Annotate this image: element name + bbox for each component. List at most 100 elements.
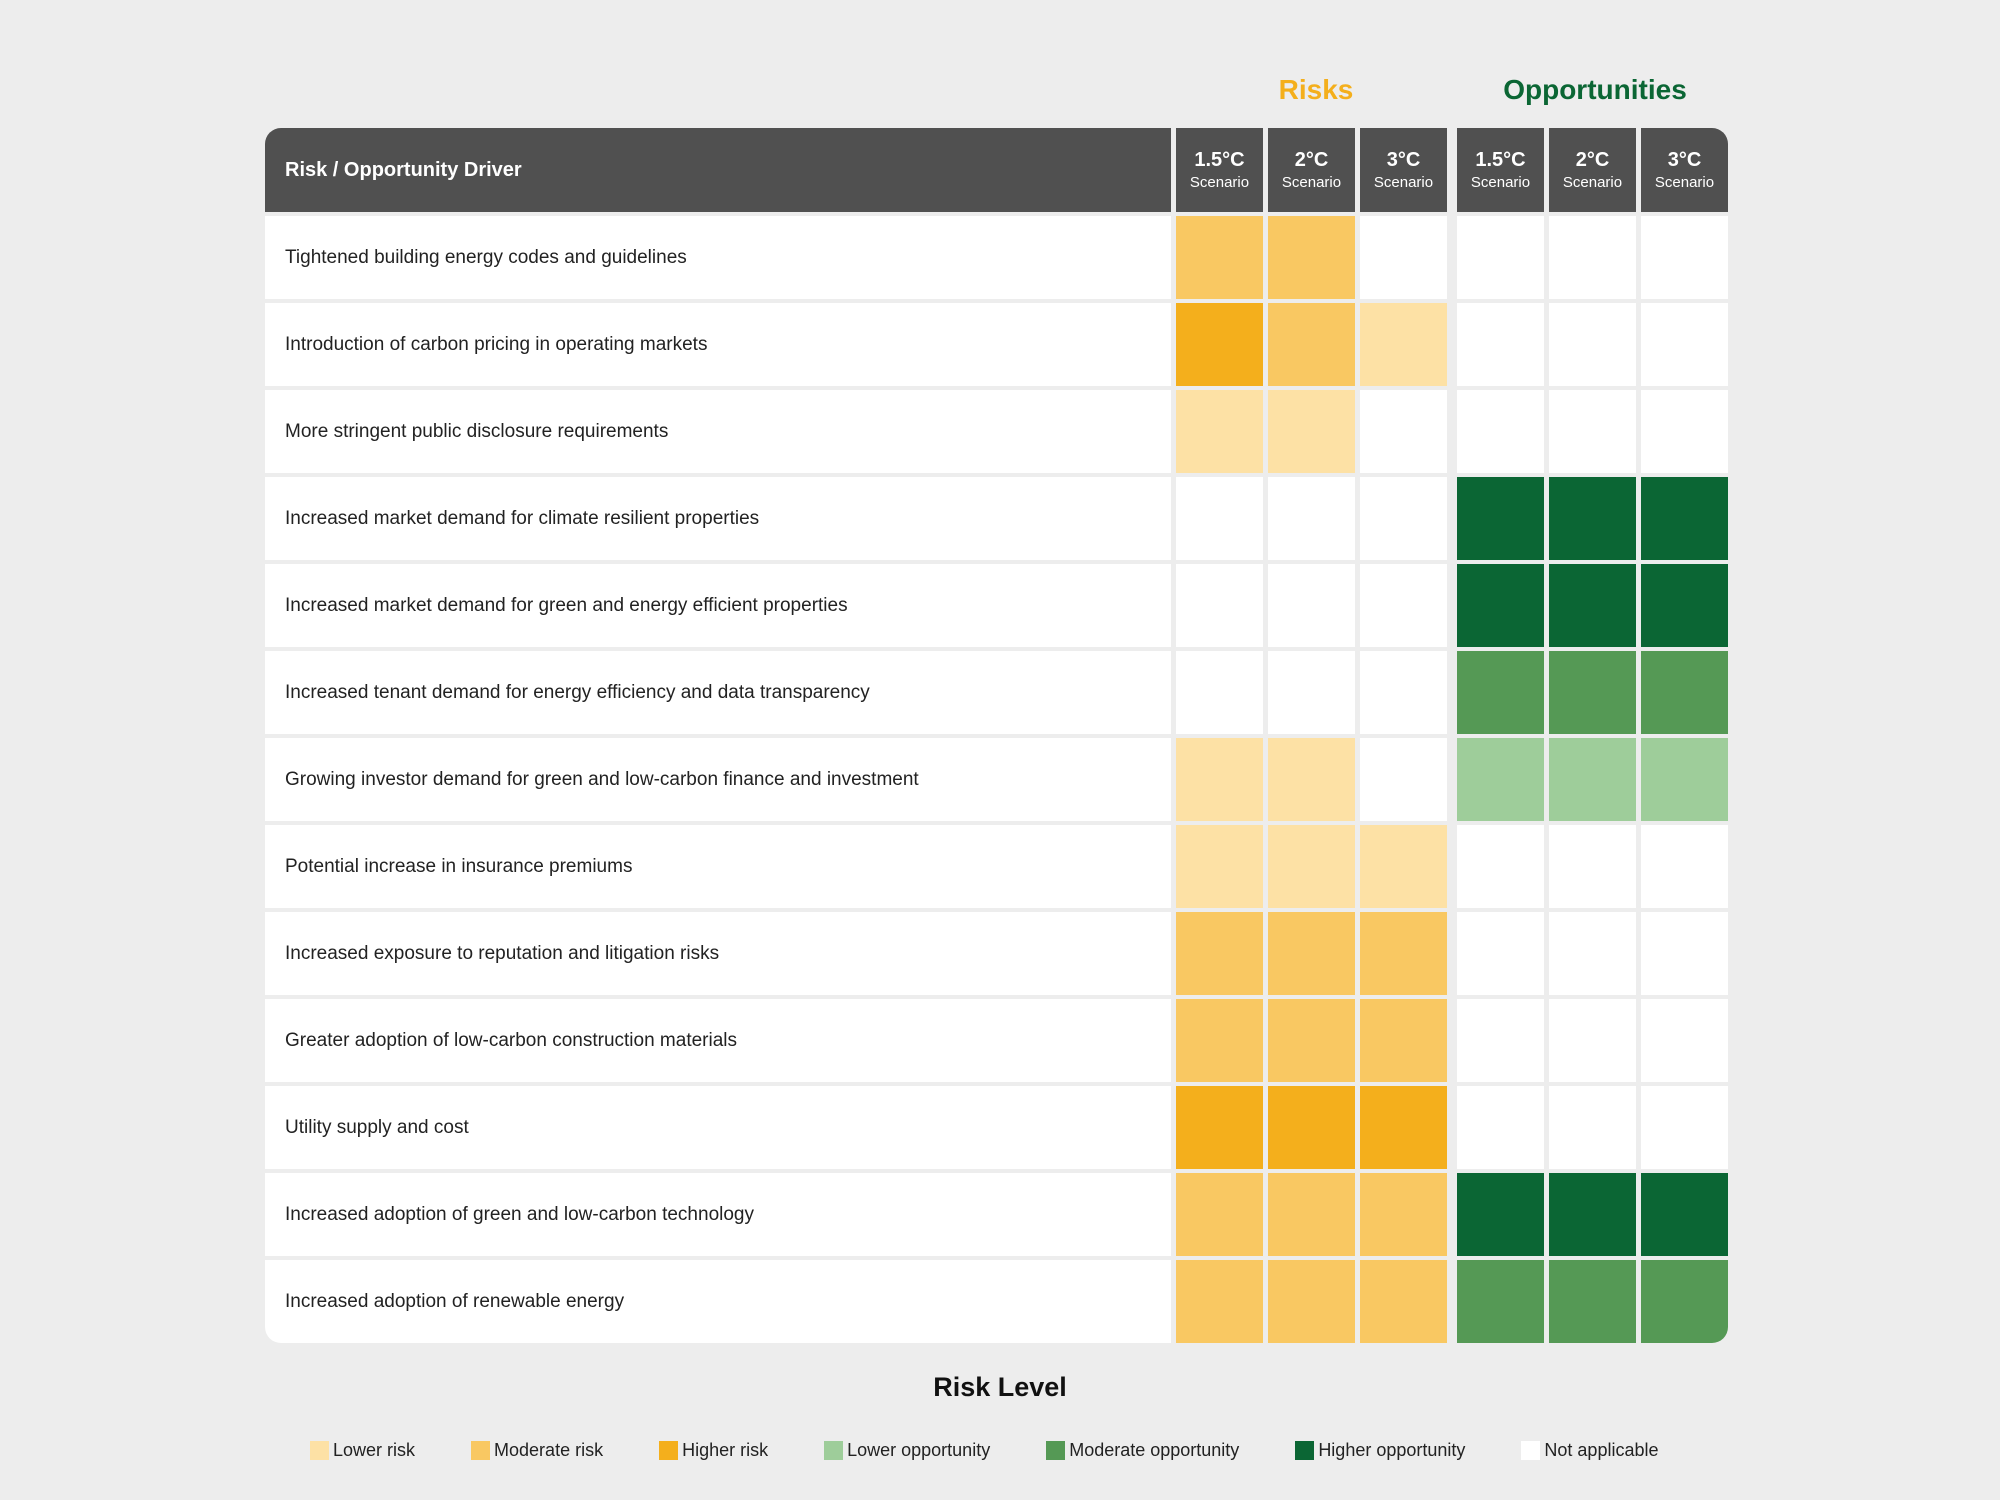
table-row: Increased market demand for climate resi… bbox=[265, 477, 1730, 560]
opportunity-level-cell bbox=[1549, 303, 1636, 386]
legend-swatch bbox=[471, 1441, 491, 1460]
risk-level-cell bbox=[1176, 1260, 1263, 1343]
opportunity-level-cell bbox=[1549, 216, 1636, 299]
opportunity-level-cell bbox=[1457, 564, 1544, 647]
opportunity-level-cell bbox=[1549, 390, 1636, 473]
risk-level-cell bbox=[1360, 738, 1447, 821]
table-row: Increased tenant demand for energy effic… bbox=[265, 651, 1730, 734]
table-header: Risk / Opportunity Driver 1.5°C Scenario 2… bbox=[265, 128, 1730, 212]
opportunity-level-cell bbox=[1549, 825, 1636, 908]
opportunity-level-cell bbox=[1457, 303, 1544, 386]
opportunity-level-cell bbox=[1641, 912, 1728, 995]
legend-label: Lower risk bbox=[333, 1440, 416, 1460]
risk-level-cell bbox=[1360, 216, 1447, 299]
table-row: Increased exposure to reputation and lit… bbox=[265, 912, 1730, 995]
opportunity-level-cell bbox=[1549, 564, 1636, 647]
scenario-temperature: 1.5°C bbox=[1475, 149, 1526, 171]
opportunity-level-cell bbox=[1641, 1086, 1728, 1169]
table-row: Greater adoption of low-carbon construct… bbox=[265, 999, 1730, 1082]
scenario-column-header: 1.5°C Scenario bbox=[1457, 128, 1544, 212]
risk-level-cell bbox=[1176, 564, 1263, 647]
opportunity-level-cell bbox=[1641, 390, 1728, 473]
opportunity-level-cell bbox=[1641, 999, 1728, 1082]
opportunity-level-cell bbox=[1549, 999, 1636, 1082]
risk-level-cell bbox=[1268, 651, 1355, 734]
opportunity-level-cell bbox=[1641, 1260, 1728, 1343]
scenario-label: Scenario bbox=[1373, 174, 1434, 191]
opportunity-level-cell bbox=[1457, 477, 1544, 560]
legend-label: Lower opportunity bbox=[847, 1440, 991, 1460]
opportunity-level-cell bbox=[1457, 390, 1544, 473]
risk-level-cell bbox=[1360, 1086, 1447, 1169]
risk-level-cell bbox=[1360, 477, 1447, 560]
driver-label: Utility supply and cost bbox=[265, 1086, 1171, 1169]
opportunity-level-cell bbox=[1641, 738, 1728, 821]
risk-level-cell bbox=[1176, 1173, 1263, 1256]
risk-level-cell bbox=[1268, 1086, 1355, 1169]
legend-item: Moderate opportunity bbox=[1046, 1440, 1239, 1461]
scenario-column-header: 1.5°C Scenario bbox=[1176, 128, 1263, 212]
risk-level-cell bbox=[1176, 825, 1263, 908]
table-row: Utility supply and cost bbox=[265, 1086, 1730, 1169]
risk-level-cell bbox=[1176, 216, 1263, 299]
legend-item: Higher opportunity bbox=[1295, 1440, 1465, 1461]
opportunity-level-cell bbox=[1457, 825, 1544, 908]
risk-level-cell bbox=[1176, 303, 1263, 386]
opportunity-level-cell bbox=[1641, 216, 1728, 299]
legend-swatch bbox=[1521, 1441, 1541, 1460]
driver-label: Increased exposure to reputation and lit… bbox=[265, 912, 1171, 995]
scenario-temperature: 3°C bbox=[1386, 149, 1421, 171]
scenario-label: Scenario bbox=[1562, 174, 1623, 191]
risk-level-cell bbox=[1268, 825, 1355, 908]
risk-level-cell bbox=[1176, 912, 1263, 995]
legend-item: Lower risk bbox=[310, 1440, 415, 1461]
legend-item: Lower opportunity bbox=[824, 1440, 990, 1461]
table-row: Tightened building energy codes and guid… bbox=[265, 216, 1730, 299]
risk-opportunity-matrix: Risk / Opportunity Driver 1.5°C Scenario 2… bbox=[265, 128, 1730, 1343]
opportunity-level-cell bbox=[1641, 564, 1728, 647]
legend-swatch bbox=[659, 1441, 679, 1460]
scenario-label: Scenario bbox=[1654, 174, 1715, 191]
driver-label: Greater adoption of low-carbon construct… bbox=[265, 999, 1171, 1082]
opportunity-level-cell bbox=[1457, 651, 1544, 734]
risk-level-cell bbox=[1176, 999, 1263, 1082]
table-row: Growing investor demand for green and lo… bbox=[265, 738, 1730, 821]
risk-level-cell bbox=[1176, 1086, 1263, 1169]
driver-label: Increased market demand for climate resi… bbox=[265, 477, 1171, 560]
legend-label: Higher opportunity bbox=[1318, 1440, 1466, 1460]
risk-level-cell bbox=[1268, 738, 1355, 821]
opportunity-level-cell bbox=[1549, 1086, 1636, 1169]
risk-level-cell bbox=[1268, 1173, 1355, 1256]
scenario-column-header: 2°C Scenario bbox=[1549, 128, 1636, 212]
scenario-temperature: 2°C bbox=[1575, 149, 1610, 171]
table-row: Increased adoption of renewable energy bbox=[265, 1260, 1730, 1343]
risk-level-cell bbox=[1176, 390, 1263, 473]
driver-label: Tightened building energy codes and guid… bbox=[265, 216, 1171, 299]
risk-level-cell bbox=[1360, 651, 1447, 734]
opportunity-level-cell bbox=[1641, 303, 1728, 386]
risk-level-cell bbox=[1360, 390, 1447, 473]
risk-level-cell bbox=[1360, 1260, 1447, 1343]
risk-level-cell bbox=[1268, 303, 1355, 386]
driver-label: Growing investor demand for green and lo… bbox=[265, 738, 1171, 821]
opportunity-level-cell bbox=[1549, 1173, 1636, 1256]
opportunity-level-cell bbox=[1457, 216, 1544, 299]
driver-label: Increased market demand for green and en… bbox=[265, 564, 1171, 647]
legend-item: Higher risk bbox=[659, 1440, 768, 1461]
opportunity-level-cell bbox=[1549, 912, 1636, 995]
table-row: Potential increase in insurance premiums bbox=[265, 825, 1730, 908]
driver-label: Increased tenant demand for energy effic… bbox=[265, 651, 1171, 734]
legend-title: Risk Level bbox=[933, 1372, 1067, 1402]
driver-label: More stringent public disclosure require… bbox=[265, 390, 1171, 473]
scenario-column-header: 2°C Scenario bbox=[1268, 128, 1355, 212]
risk-level-cell bbox=[1268, 477, 1355, 560]
opportunity-level-cell bbox=[1457, 912, 1544, 995]
risk-level-cell bbox=[1268, 216, 1355, 299]
scenario-temperature: 2°C bbox=[1294, 149, 1329, 171]
driver-label: Introduction of carbon pricing in operat… bbox=[265, 303, 1171, 386]
scenario-label: Scenario bbox=[1281, 174, 1342, 191]
risk-level-cell bbox=[1268, 564, 1355, 647]
risk-level-cell bbox=[1268, 999, 1355, 1082]
scenario-column-header: 3°C Scenario bbox=[1360, 128, 1447, 212]
opportunity-level-cell bbox=[1457, 999, 1544, 1082]
